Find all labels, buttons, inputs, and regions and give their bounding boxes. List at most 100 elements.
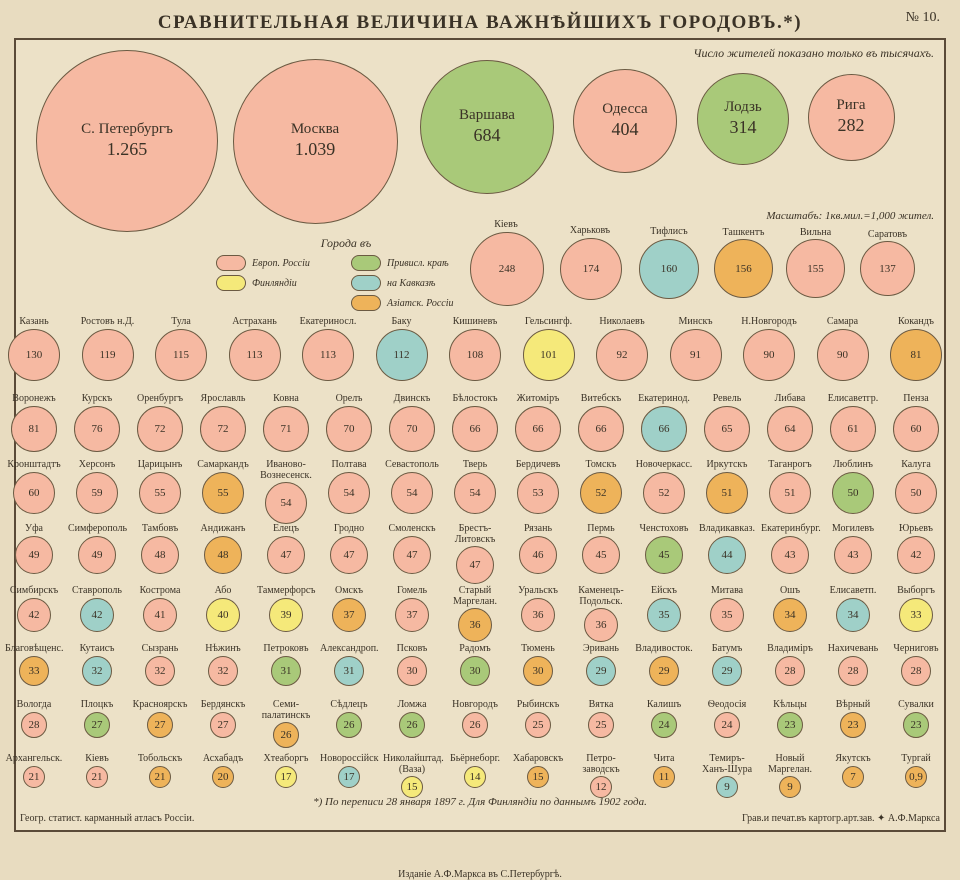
city-circle: 34	[836, 598, 870, 632]
legend-swatch	[351, 275, 381, 291]
city-name: Томскъ	[572, 460, 630, 471]
city-value: 17	[281, 771, 292, 783]
city-name: Либава	[761, 394, 819, 405]
city-value: 29	[659, 665, 670, 677]
city-bubble: Воронежъ81	[5, 394, 63, 452]
city-bubble: Ошъ34	[761, 586, 819, 632]
city-bubble: Елецъ47	[257, 524, 315, 574]
city-circle: 52	[643, 472, 685, 514]
city-name: Пермь	[572, 524, 630, 535]
city-value: 160	[661, 263, 678, 275]
city-value: 81	[911, 349, 922, 361]
city-circle: 36	[458, 608, 492, 642]
city-name: Тобольскъ	[131, 754, 189, 765]
city-name: Ковна	[257, 394, 315, 405]
city-value: 36	[533, 609, 544, 621]
city-circle: 61	[830, 406, 876, 452]
city-bubble: Курскъ76	[68, 394, 126, 452]
city-bubble: Царицынъ55	[131, 460, 189, 514]
city-circle: 60	[13, 472, 55, 514]
city-name: Нѣжинъ	[194, 644, 252, 655]
city-circle: 28	[901, 656, 931, 686]
city-value: 36	[596, 619, 607, 631]
bottom-left-text: Геогр. статист. карманный атласъ Россіи.	[20, 813, 194, 824]
city-value: 66	[470, 423, 481, 435]
city-name: Таганрогъ	[761, 460, 819, 471]
city-bubble: Новороссійск17	[320, 754, 378, 788]
city-name: Екатериносл.	[299, 317, 357, 328]
city-name: Гомель	[383, 586, 441, 597]
city-name: Нахичевань	[824, 644, 882, 655]
city-bubble: Тула115	[152, 317, 210, 381]
city-circle: 65	[704, 406, 750, 452]
city-name: Калишъ	[635, 700, 693, 711]
city-bubble: Самара90	[814, 317, 872, 381]
city-circle: 25	[525, 712, 551, 738]
city-name: Симферополь	[68, 524, 126, 535]
city-circle: 59	[76, 472, 118, 514]
city-value: 66	[596, 423, 607, 435]
city-value: 404	[602, 119, 647, 140]
city-circle: 90	[743, 329, 795, 381]
city-name: Елецъ	[257, 524, 315, 535]
city-bubble: Екатеринбург.43	[761, 524, 819, 574]
city-name: Новгородъ	[446, 700, 504, 711]
city-name: Тургай	[887, 754, 945, 765]
city-circle: 91	[670, 329, 722, 381]
city-circle: 137	[860, 241, 915, 296]
city-bubble: Плоцкъ27	[68, 700, 126, 738]
city-circle: 29	[649, 656, 679, 686]
city-circle: 47	[456, 546, 494, 584]
city-bubble: Петро-заводскъ12	[572, 754, 630, 798]
city-bubble: Елисаветгр.61	[824, 394, 882, 452]
city-circle: 81	[11, 406, 57, 452]
city-bubble: Тверь54	[446, 460, 504, 514]
city-value: 48	[218, 549, 229, 561]
city-name: Кронштадтъ	[5, 460, 63, 471]
city-circle: 32	[208, 656, 238, 686]
city-value: 314	[724, 117, 761, 138]
city-value: 21	[155, 771, 166, 783]
city-name: Кіевъ	[470, 220, 542, 231]
city-circle: 32	[82, 656, 112, 686]
city-circle: 119	[82, 329, 134, 381]
city-bubble: Люблинъ50	[824, 460, 882, 514]
city-value: 76	[92, 423, 103, 435]
city-circle: Москва1.039	[233, 59, 398, 224]
city-value: 66	[659, 423, 670, 435]
city-bubble: Кіевъ21	[68, 754, 126, 788]
city-circle: 51	[706, 472, 748, 514]
city-circle: 31	[271, 656, 301, 686]
city-circle: 23	[840, 712, 866, 738]
city-bubble: Уфа49	[5, 524, 63, 574]
city-name: Александроп.	[320, 644, 378, 655]
city-value: 30	[407, 665, 418, 677]
city-circle: 9	[716, 776, 738, 798]
city-bubble: Кишиневъ108	[446, 317, 504, 381]
city-circle: 55	[202, 472, 244, 514]
city-circle: 71	[263, 406, 309, 452]
city-value: 23	[911, 719, 922, 731]
city-circle: 15	[401, 776, 423, 798]
city-name: Новочеркасс.	[635, 460, 693, 471]
city-name: НовыйМаргелан.	[761, 754, 819, 775]
city-value: 14	[470, 771, 481, 783]
city-name: Царицынъ	[131, 460, 189, 471]
city-bubble: Одесса404	[573, 69, 675, 173]
city-circle: 42	[17, 598, 51, 632]
city-circle: 45	[645, 536, 683, 574]
city-name: Саратовъ	[858, 230, 918, 241]
city-circle: 34	[773, 598, 807, 632]
city-bubble: Брестъ-Литовскъ47	[446, 524, 504, 584]
city-name: Люблинъ	[824, 460, 882, 471]
city-bubble: Николайштад.(Ваза)15	[383, 754, 441, 798]
city-circle: 30	[523, 656, 553, 686]
city-circle: 37	[332, 598, 366, 632]
city-value: 7	[850, 771, 856, 783]
city-bubble: Эривань29	[572, 644, 630, 686]
city-circle: 0,9	[905, 766, 927, 788]
city-name: Самара	[814, 317, 872, 328]
city-value: 61	[848, 423, 859, 435]
legend-item: Европ. Россіи	[216, 255, 341, 271]
city-bubble: Гомель37	[383, 586, 441, 632]
